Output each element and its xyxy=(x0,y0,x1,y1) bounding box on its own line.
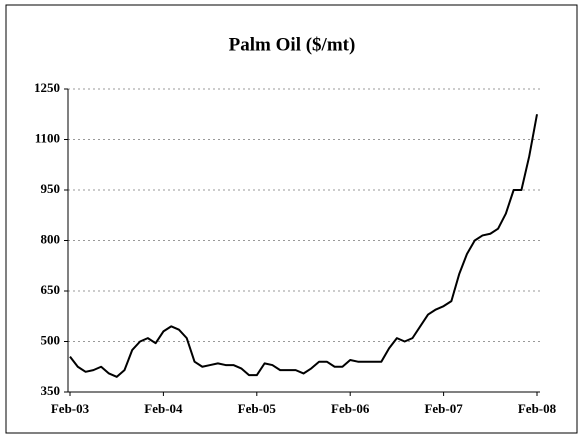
y-tick-label: 800 xyxy=(41,231,61,246)
y-tick-label: 950 xyxy=(41,181,61,196)
y-tick-label: 1250 xyxy=(34,80,60,95)
y-tick-label: 500 xyxy=(41,332,61,347)
y-tick-label: 350 xyxy=(41,383,61,398)
x-tick-label: Feb-08 xyxy=(518,401,557,416)
y-tick-label: 650 xyxy=(41,282,61,297)
chart-border xyxy=(5,4,578,434)
x-tick-label: Feb-07 xyxy=(424,401,463,416)
y-tick-label: 1100 xyxy=(35,130,60,145)
x-tick-label: Feb-03 xyxy=(51,401,90,416)
x-tick-label: Feb-06 xyxy=(331,401,370,416)
chart-title: Palm Oil ($/mt) xyxy=(229,34,356,55)
data-line xyxy=(69,114,538,378)
x-tick-label: Feb-05 xyxy=(238,401,277,416)
x-tick-label: Feb-04 xyxy=(144,401,183,416)
